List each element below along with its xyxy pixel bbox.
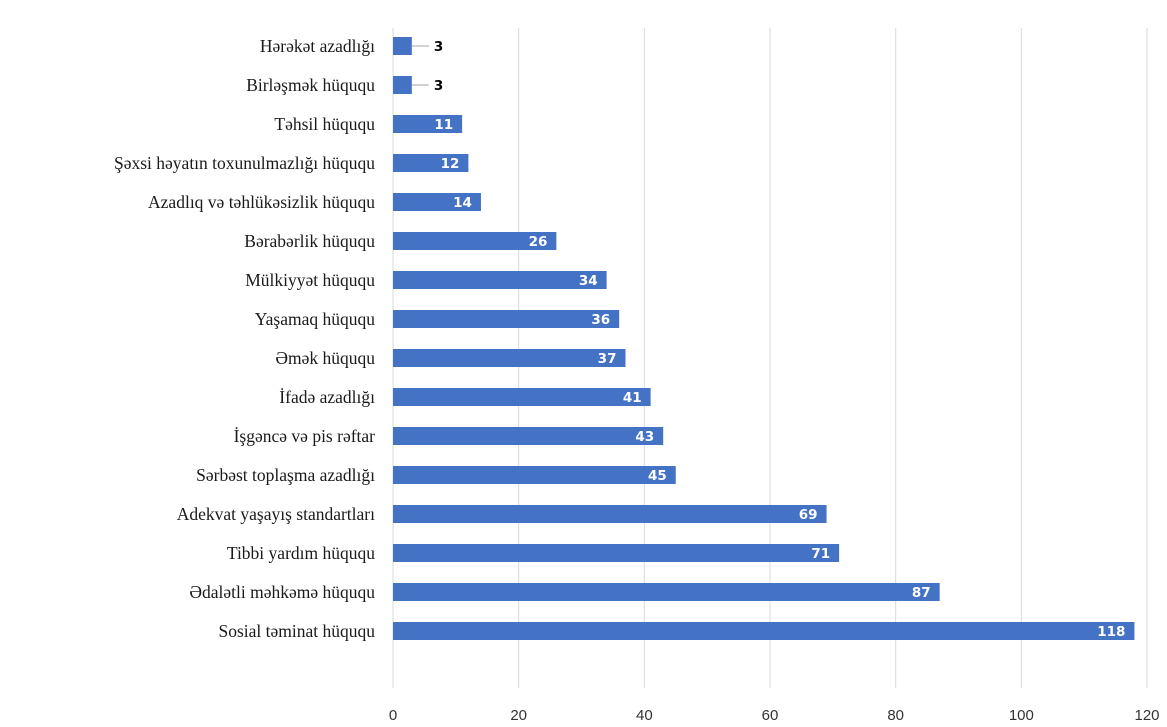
bar <box>393 232 557 250</box>
bar <box>393 271 607 289</box>
x-tick-label: 60 <box>762 707 779 724</box>
bars <box>393 37 1135 640</box>
bar <box>393 427 664 445</box>
bar <box>393 622 1135 640</box>
data-label: 43 <box>635 429 654 445</box>
bar <box>393 349 626 367</box>
category-label: Əmək hüququ <box>275 348 375 368</box>
x-tick-label: 20 <box>510 707 527 724</box>
bar <box>393 37 412 55</box>
x-tick-label: 100 <box>1009 707 1034 724</box>
data-labels: 3 3 11 12 14 26 34 36 37 41 43 45 69 71 87 118 <box>411 39 1125 640</box>
data-label: 26 <box>529 234 548 250</box>
category-label: Mülkiyyət hüququ <box>245 270 375 290</box>
category-label: Adekvat yaşayış standartları <box>177 504 375 524</box>
category-label: Hərəkət azadlığı <box>260 36 375 56</box>
category-label: Yaşamaq hüququ <box>255 309 375 329</box>
x-tick-label: 120 <box>1134 707 1159 724</box>
bar <box>393 193 481 211</box>
data-label: 12 <box>441 156 460 172</box>
category-label: İşgəncə və pis rəftar <box>234 426 376 446</box>
data-label: 69 <box>799 507 818 523</box>
bar <box>393 115 463 133</box>
data-label: 34 <box>579 273 598 289</box>
bar <box>393 466 676 484</box>
gridlines <box>392 28 1148 688</box>
bar <box>393 154 469 172</box>
data-label: 3 <box>434 39 443 55</box>
data-label: 71 <box>811 546 830 562</box>
data-label: 87 <box>912 585 931 601</box>
category-label: Tibbi yardım hüququ <box>227 543 375 563</box>
x-tick-label: 0 <box>389 707 397 724</box>
data-label: 118 <box>1097 624 1125 640</box>
category-label: İfadə azadlığı <box>279 387 375 407</box>
category-label: Sosial təminat hüququ <box>218 621 375 641</box>
bar <box>393 505 827 523</box>
bar <box>393 583 940 601</box>
bar <box>393 544 840 562</box>
category-label: Şəxsi həyatın toxunulmazlığı hüququ <box>114 153 375 173</box>
category-label: Təhsil hüququ <box>274 114 375 134</box>
data-label: 41 <box>623 390 642 406</box>
category-label: Sərbəst toplaşma azadlığı <box>196 465 375 485</box>
x-tick-label: 80 <box>887 707 904 724</box>
category-label: Ədalətli məhkəmə hüququ <box>189 582 375 602</box>
data-label: 37 <box>598 351 617 367</box>
data-label: 14 <box>453 195 472 211</box>
x-tick-label: 40 <box>636 707 653 724</box>
bar <box>393 76 412 94</box>
category-label: Birləşmək hüququ <box>246 75 375 95</box>
x-axis-tick-labels: 0 20 40 60 80 100 120 <box>389 707 1160 724</box>
data-label: 36 <box>591 312 610 328</box>
bar <box>393 388 651 406</box>
category-label: Azadlıq və təhlükəsizlik hüququ <box>148 192 375 212</box>
data-label: 45 <box>648 468 667 484</box>
data-label: 11 <box>434 117 453 133</box>
bar <box>393 310 620 328</box>
category-label: Bərabərlik hüququ <box>244 231 375 251</box>
category-labels: Hərəkət azadlığı Birləşmək hüququ Təhsil h… <box>114 36 375 641</box>
data-label: 3 <box>434 78 443 94</box>
